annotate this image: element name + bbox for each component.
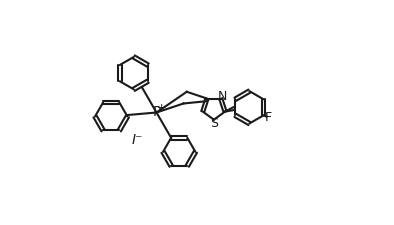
Text: P: P: [152, 106, 161, 119]
Text: N: N: [218, 90, 227, 103]
Text: S: S: [210, 117, 218, 130]
Text: +: +: [157, 104, 166, 113]
Text: I⁻: I⁻: [132, 133, 143, 146]
Text: F: F: [265, 111, 272, 124]
